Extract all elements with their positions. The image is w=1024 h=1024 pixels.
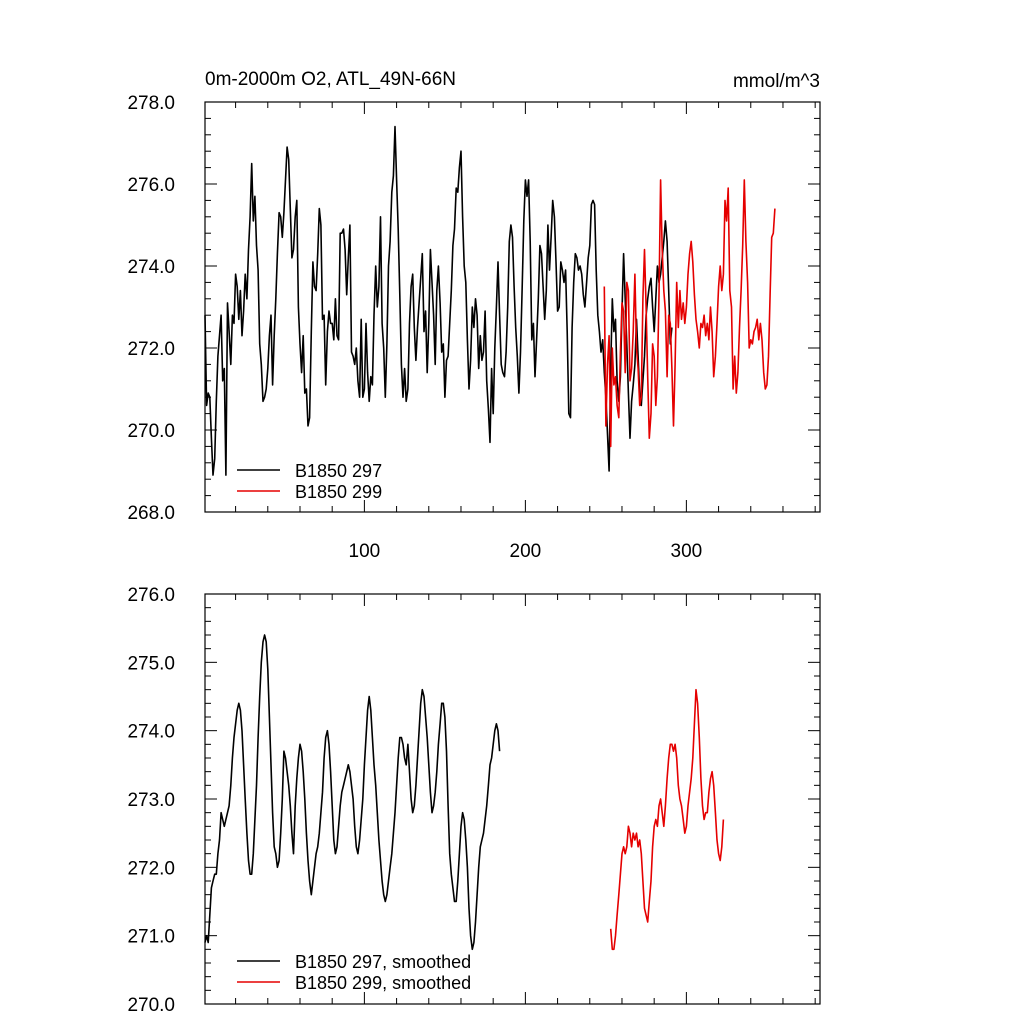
- y-tick-label: 272.0: [127, 339, 175, 360]
- series-line-b1850-299: [603, 179, 776, 448]
- y-tick-label: 276.0: [127, 175, 175, 196]
- top-panel: 0m-2000m O2, ATL_49N-66N mmol/m^3 268.02…: [127, 69, 821, 562]
- y-tick-label: 270.0: [127, 995, 175, 1016]
- legend-label-b1850-299: B1850 299: [295, 482, 382, 502]
- x-tick-label: 200: [510, 541, 542, 562]
- y-tick-label: 276.0: [127, 585, 175, 606]
- top-series: [204, 125, 776, 476]
- x-tick-label: 100: [349, 541, 381, 562]
- y-tick-label: 273.0: [127, 790, 175, 811]
- y-tick-label: 268.0: [127, 503, 175, 524]
- legend-label-b1850-299-smoothed: B1850 299, smoothed: [295, 973, 471, 993]
- bottom-y-axis: 270.0 271.0 272.0 273.0 274.0 275.0 276.0: [127, 585, 820, 1016]
- top-legend: B1850 297 B1850 299: [237, 461, 382, 502]
- bottom-legend: B1850 297, smoothed B1850 299, smoothed: [237, 952, 471, 993]
- top-units: mmol/m^3: [733, 71, 820, 92]
- y-tick-label: 274.0: [127, 257, 175, 278]
- y-tick-label: 270.0: [127, 421, 175, 442]
- legend-label-b1850-297-smoothed: B1850 297, smoothed: [295, 952, 471, 972]
- series-line-b1850-297-smoothed: [204, 634, 501, 951]
- legend-label-b1850-297: B1850 297: [295, 461, 382, 481]
- series-line-b1850-299-smoothed: [609, 688, 725, 951]
- y-tick-label: 271.0: [127, 927, 175, 948]
- x-tick-label: 300: [671, 541, 703, 562]
- y-tick-label: 272.0: [127, 858, 175, 879]
- bottom-x-axis: [235, 594, 816, 1004]
- top-x-axis: 100 200 300: [235, 102, 816, 562]
- top-plot-frame: [204, 101, 821, 513]
- series-line-b1850-297: [204, 125, 673, 476]
- top-y-axis: 268.0 270.0 272.0 274.0 276.0 278.0: [127, 93, 820, 524]
- y-tick-label: 275.0: [127, 653, 175, 674]
- bottom-series: [204, 634, 725, 951]
- y-tick-label: 274.0: [127, 722, 175, 743]
- y-tick-label: 278.0: [127, 93, 175, 114]
- bottom-panel: 270.0 271.0 272.0 273.0 274.0 275.0 276.0 B185…: [127, 585, 821, 1016]
- top-title: 0m-2000m O2, ATL_49N-66N: [205, 69, 456, 90]
- bottom-plot-frame: [204, 593, 821, 1005]
